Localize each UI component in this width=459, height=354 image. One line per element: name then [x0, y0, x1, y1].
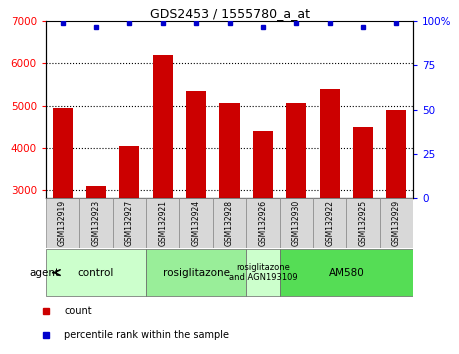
- Text: GSM132930: GSM132930: [292, 200, 301, 246]
- Bar: [186, 91, 206, 198]
- Text: GSM132925: GSM132925: [358, 200, 368, 246]
- Text: count: count: [64, 306, 92, 316]
- Text: GSM132926: GSM132926: [258, 200, 268, 246]
- Bar: [280, 198, 313, 248]
- Bar: [353, 127, 373, 198]
- Bar: [153, 55, 173, 198]
- Bar: [246, 249, 280, 296]
- Text: control: control: [78, 268, 114, 278]
- Bar: [179, 198, 213, 248]
- Bar: [286, 103, 306, 198]
- Title: GDS2453 / 1555780_a_at: GDS2453 / 1555780_a_at: [150, 7, 309, 20]
- Text: GSM132929: GSM132929: [392, 200, 401, 246]
- Bar: [119, 145, 140, 198]
- Bar: [146, 249, 246, 296]
- Bar: [146, 198, 179, 248]
- Text: rosiglitazone: rosiglitazone: [162, 268, 230, 278]
- Text: percentile rank within the sample: percentile rank within the sample: [64, 330, 229, 340]
- Text: GSM132927: GSM132927: [125, 200, 134, 246]
- Text: GSM132924: GSM132924: [191, 200, 201, 246]
- Text: agent: agent: [29, 268, 59, 278]
- Text: rosiglitazone
and AGN193109: rosiglitazone and AGN193109: [229, 263, 297, 282]
- Text: GSM132919: GSM132919: [58, 200, 67, 246]
- Bar: [213, 198, 246, 248]
- Bar: [46, 198, 79, 248]
- Bar: [219, 103, 240, 198]
- Bar: [46, 249, 146, 296]
- Bar: [79, 198, 112, 248]
- Bar: [253, 131, 273, 198]
- Bar: [86, 185, 106, 198]
- Bar: [386, 110, 406, 198]
- Bar: [280, 249, 413, 296]
- Bar: [347, 198, 380, 248]
- Text: GSM132921: GSM132921: [158, 200, 167, 246]
- Bar: [112, 198, 146, 248]
- Text: GSM132928: GSM132928: [225, 200, 234, 246]
- Text: GSM132922: GSM132922: [325, 200, 334, 246]
- Text: AM580: AM580: [329, 268, 364, 278]
- Bar: [313, 198, 347, 248]
- Bar: [380, 198, 413, 248]
- Bar: [53, 108, 73, 198]
- Text: GSM132923: GSM132923: [91, 200, 101, 246]
- Bar: [319, 88, 340, 198]
- Bar: [246, 198, 280, 248]
